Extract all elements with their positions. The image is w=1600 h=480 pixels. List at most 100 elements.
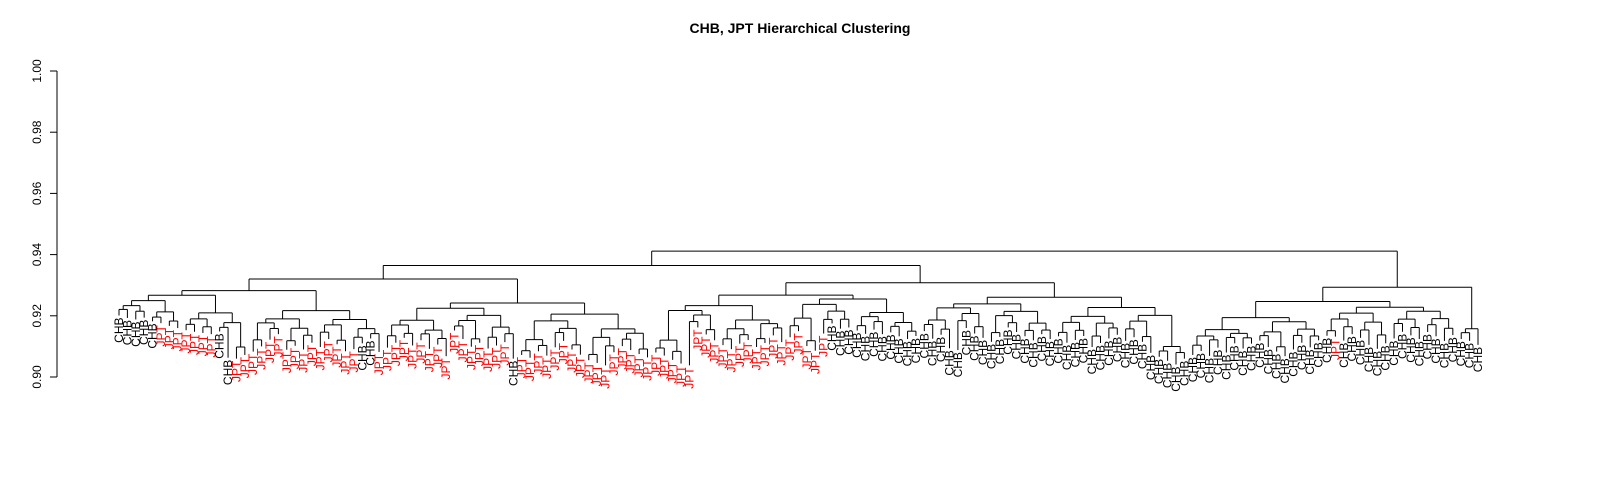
- leaf-label: JPT: [531, 353, 545, 375]
- leaf-label: CHB: [867, 332, 881, 357]
- leaf-label: JPT: [347, 350, 361, 372]
- leaf-label: CHB: [934, 337, 948, 362]
- leaf-label: CHB: [1379, 345, 1393, 370]
- leaf-label: CHB: [1077, 338, 1091, 363]
- leaf-label: JPT: [573, 356, 587, 378]
- leaf-label: JPT: [615, 347, 629, 369]
- leaf-label: JPT: [649, 354, 663, 376]
- leaf-label: CHB: [1362, 347, 1376, 372]
- leaf-label: CHB: [1320, 338, 1334, 363]
- leaf-label: JPT: [162, 327, 176, 349]
- leaf-label: CHB: [120, 320, 134, 345]
- leaf-label: CHB: [1295, 345, 1309, 370]
- leaf-label: JPT: [171, 329, 185, 351]
- leaf-label: JPT: [154, 324, 168, 346]
- leaf-label: JPT: [372, 353, 386, 375]
- leaf-label: JPT: [599, 367, 613, 389]
- leaf-label: CHB: [1018, 338, 1032, 363]
- leaf-label: CHB: [825, 325, 839, 350]
- leaf-label: JPT: [406, 347, 420, 369]
- leaf-label: CHB: [1119, 343, 1133, 368]
- leaf-label: JPT: [775, 343, 789, 365]
- leaf-label: CHB: [1085, 349, 1099, 374]
- leaf-label: CHB: [129, 321, 143, 346]
- leaf-label: CHB: [1286, 351, 1300, 376]
- leaf-label: CHB: [833, 331, 847, 356]
- leaf-label: JPT: [246, 353, 260, 375]
- leaf-label: CHB: [984, 344, 998, 369]
- leaf-label: JPT: [624, 351, 638, 373]
- leaf-label: JPT: [808, 352, 822, 374]
- leaf-label: JPT: [305, 344, 319, 366]
- leaf-label: CHB: [1169, 366, 1183, 391]
- leaf-label: CHB: [1421, 334, 1435, 359]
- leaf-label: JPT: [548, 349, 562, 371]
- leaf-label: JPT: [817, 335, 831, 357]
- leaf-label: JPT: [448, 332, 462, 354]
- leaf-label: CHB: [1270, 354, 1284, 379]
- leaf-label: JPT: [263, 341, 277, 363]
- leaf-label: JPT: [464, 348, 478, 370]
- leaf-label: JPT: [632, 355, 646, 377]
- leaf-label: JPT: [758, 344, 772, 366]
- leaf-label: JPT: [380, 349, 394, 371]
- leaf-label: CHB: [1102, 340, 1116, 365]
- leaf-label: CHB: [1026, 342, 1040, 367]
- leaf-label: JPT: [422, 350, 436, 372]
- leaf-label: JPT: [515, 356, 529, 378]
- leaf-label: CHB: [112, 317, 126, 342]
- leaf-label: CHB: [926, 341, 940, 366]
- leaf-label: CHB: [943, 350, 957, 375]
- y-tick-label: 0.98: [30, 120, 44, 144]
- leaf-label: CHB: [842, 329, 856, 354]
- leaf-label: CHB: [1370, 351, 1384, 376]
- leaf-label: JPT: [800, 347, 814, 369]
- leaf-label: CHB: [1194, 353, 1208, 378]
- leaf-label: JPT: [674, 365, 688, 387]
- leaf-label: JPT: [699, 336, 713, 358]
- leaf-label: CHB: [909, 338, 923, 363]
- leaf-label: JPT: [523, 359, 537, 381]
- leaf-label: CHB: [1127, 339, 1141, 364]
- leaf-labels: CHBCHBCHBCHBCHBJPTJPTJPTJPTJPTJPTJPTCHBC…: [112, 317, 1485, 391]
- leaf-label: CHB: [1253, 343, 1267, 368]
- leaf-label: JPT: [481, 350, 495, 372]
- chart-title: CHB, JPT Hierarchical Clustering: [689, 20, 911, 36]
- leaf-label: CHB: [850, 332, 864, 357]
- leaf-label: CHB: [917, 333, 931, 358]
- leaf-label: CHB: [1010, 334, 1024, 359]
- leaf-label: CHB: [506, 361, 520, 386]
- leaf-label: CHB: [364, 340, 378, 365]
- leaf-label: CHB: [213, 333, 227, 358]
- leaf-label: JPT: [716, 347, 730, 369]
- y-tick-label: 0.96: [30, 181, 44, 205]
- leaf-label: JPT: [540, 357, 554, 379]
- leaf-label: JPT: [313, 348, 327, 370]
- leaf-label: JPT: [490, 347, 504, 369]
- leaf-label: JPT: [473, 344, 487, 366]
- leaf-label: CHB: [875, 336, 889, 361]
- leaf-label: CHB: [137, 320, 151, 345]
- leaf-label: JPT: [238, 356, 252, 378]
- leaf-label: JPT: [750, 348, 764, 370]
- leaf-label: JPT: [792, 332, 806, 354]
- leaf-label: JPT: [297, 351, 311, 373]
- leaf-label: JPT: [582, 362, 596, 384]
- leaf-label: JPT: [229, 360, 243, 382]
- leaf-label: CHB: [1303, 349, 1317, 374]
- leaf-label: JPT: [179, 332, 193, 354]
- leaf-label: CHB: [1228, 345, 1242, 370]
- leaf-label: JPT: [196, 334, 210, 356]
- y-axis: 0.90 0.92 0.94 0.96 0.98 1.00: [30, 59, 58, 389]
- leaf-label: JPT: [188, 333, 202, 355]
- leaf-label: JPT: [498, 343, 512, 365]
- leaf-label: CHB: [1144, 355, 1158, 380]
- leaf-label: CHB: [1001, 329, 1015, 354]
- leaf-label: JPT: [708, 342, 722, 364]
- leaf-label: CHB: [1278, 358, 1292, 383]
- leaf-label: CHB: [1454, 341, 1468, 366]
- leaf-label: CHB: [1463, 343, 1477, 368]
- leaf-label: CHB: [993, 339, 1007, 364]
